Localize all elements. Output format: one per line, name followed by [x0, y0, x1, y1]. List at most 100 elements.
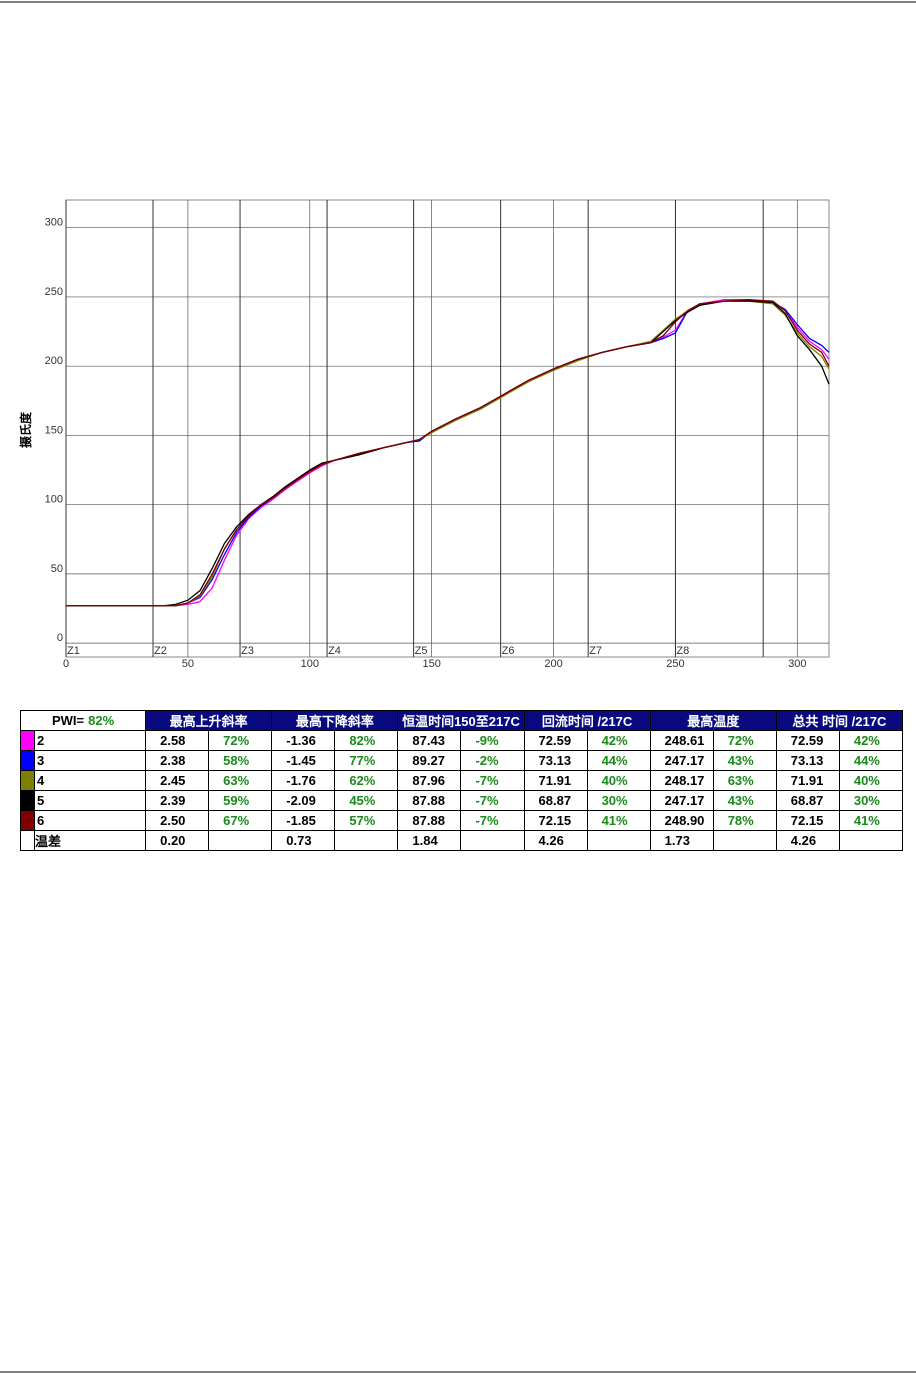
table-row: PWI= 82% 最高上升斜率 最高下降斜率 恒温时间150至217C 回流时间 /217…	[19, 710, 904, 731]
percent-cell: 44%	[838, 750, 904, 771]
percent-cell: 45%	[334, 790, 399, 811]
row-label: 3	[33, 750, 147, 771]
percent-cell: 72%	[208, 730, 273, 751]
x-tick-label: 250	[666, 658, 684, 670]
table-row: 温差 0.20 0.73 1.84 4.26 1.73 4.26	[20, 830, 904, 851]
value-cell: 248.90	[649, 810, 714, 831]
percent-cell: 30%	[586, 790, 651, 811]
x-tick-label: 150	[422, 658, 440, 670]
empty-cell	[460, 830, 525, 851]
percent-cell: 77%	[334, 750, 399, 771]
value-cell: 1.84	[397, 830, 462, 851]
value-cell: 71.91	[523, 770, 588, 791]
zone-label: Z6	[502, 645, 515, 657]
column-header: 最高温度	[649, 710, 777, 731]
value-cell: 72.59	[775, 730, 840, 751]
percent-cell: 72%	[712, 730, 777, 751]
empty-cell	[334, 830, 399, 851]
empty-cell	[20, 830, 35, 851]
x-tick-label: 50	[182, 658, 194, 670]
y-tick-label: 0	[57, 632, 63, 644]
empty-cell	[208, 830, 273, 851]
percent-cell: -7%	[460, 810, 525, 831]
zone-label: Z1	[67, 645, 80, 657]
percent-cell: 59%	[208, 790, 273, 811]
percent-cell: 67%	[208, 810, 273, 831]
series-line	[66, 299, 830, 607]
value-cell: 71.91	[775, 770, 840, 791]
series-swatch	[20, 730, 35, 751]
value-cell: -1.36	[271, 730, 336, 751]
series-swatch	[20, 810, 35, 831]
value-cell: 72.15	[523, 810, 588, 831]
value-cell: 87.96	[397, 770, 462, 791]
percent-cell: 44%	[586, 750, 651, 771]
footer	[0, 1371, 916, 1373]
value-cell: -1.45	[271, 750, 336, 771]
zone-label: Z4	[328, 645, 341, 657]
value-cell: 0.73	[271, 830, 336, 851]
value-cell: 247.17	[649, 750, 714, 771]
value-cell: 1.73	[649, 830, 714, 851]
percent-cell: 63%	[208, 770, 273, 791]
zone-label: Z7	[589, 645, 602, 657]
value-cell: 87.43	[397, 730, 462, 751]
value-cell: 2.39	[145, 790, 210, 811]
table-row: 3 2.38 58% -1.45 77% 89.27 -2% 73.13 44% 247.17 43…	[20, 750, 904, 771]
value-cell: 2.38	[145, 750, 210, 771]
percent-cell: 42%	[838, 730, 904, 751]
y-tick-label: 100	[45, 494, 63, 506]
series-swatch	[20, 790, 35, 811]
percent-cell: 41%	[838, 810, 904, 831]
percent-cell: 43%	[712, 790, 777, 811]
value-cell: 73.13	[775, 750, 840, 771]
chart: 摄氏度 0 50 100 150 200 250 300 0 50 100 150 200 250 300…	[0, 1, 916, 670]
percent-cell: 63%	[712, 770, 777, 791]
y-tick-label: 200	[45, 355, 63, 367]
x-tick-label: 200	[544, 658, 562, 670]
value-cell: 2.58	[145, 730, 210, 751]
percent-cell: -7%	[460, 770, 525, 791]
table-row: 6 2.50 67% -1.85 57% 87.88 -7% 72.15 41% 248.90 78…	[20, 810, 904, 831]
value-cell: 2.50	[145, 810, 210, 831]
value-cell: 248.61	[649, 730, 714, 751]
row-label: 6	[33, 810, 147, 831]
row-label: 温差	[33, 830, 147, 851]
value-cell: 4.26	[775, 830, 840, 851]
value-cell: 4.26	[523, 830, 588, 851]
y-tick-label: 50	[51, 563, 63, 575]
table-row: 2 2.58 72% -1.36 82% 87.43 -9% 72.59 42% 248.61 72…	[20, 730, 904, 751]
y-tick-label: 250	[45, 286, 63, 298]
percent-cell: 42%	[586, 730, 651, 751]
percent-cell: 58%	[208, 750, 273, 771]
value-cell: 87.88	[397, 790, 462, 811]
value-cell: 0.20	[145, 830, 210, 851]
value-cell: -1.85	[271, 810, 336, 831]
zone-label: Z3	[241, 645, 254, 657]
percent-cell: 40%	[586, 770, 651, 791]
plot-frame	[65, 199, 830, 658]
stats-table: PWI= 82% 最高上升斜率 最高下降斜率 恒温时间150至217C 回流时间 /217…	[19, 710, 904, 851]
column-header: 回流时间 /217C	[523, 710, 651, 731]
x-tick-label: 0	[63, 658, 69, 670]
value-cell: 73.13	[523, 750, 588, 771]
table-row: 5 2.39 59% -2.09 45% 87.88 -7% 68.87 30% 247.17 43…	[20, 790, 904, 811]
value-cell: 87.88	[397, 810, 462, 831]
percent-cell: 41%	[586, 810, 651, 831]
percent-cell: 30%	[838, 790, 904, 811]
percent-cell: 62%	[334, 770, 399, 791]
value-cell: 248.17	[649, 770, 714, 791]
pwi-label: PWI=	[51, 713, 85, 728]
value-cell: 2.45	[145, 770, 210, 791]
value-cell: -1.76	[271, 770, 336, 791]
value-cell: 68.87	[775, 790, 840, 811]
percent-cell: 82%	[334, 730, 399, 751]
percent-cell: 78%	[712, 810, 777, 831]
percent-cell: -7%	[460, 790, 525, 811]
zone-label: Z8	[676, 645, 689, 657]
value-cell: 68.87	[523, 790, 588, 811]
percent-cell: 57%	[334, 810, 399, 831]
value-cell: -2.09	[271, 790, 336, 811]
zone-label: Z5	[415, 645, 428, 657]
